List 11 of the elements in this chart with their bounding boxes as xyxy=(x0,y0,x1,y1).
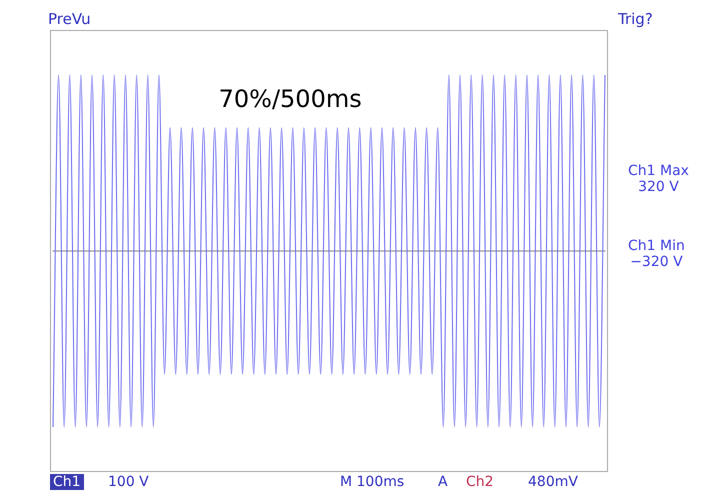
text: Ch2 xyxy=(466,474,494,490)
text: 100 V xyxy=(108,474,149,490)
text: PreVu xyxy=(48,10,91,28)
text: Ch1 xyxy=(50,474,84,490)
text: Ch1 Min −320 V xyxy=(628,238,685,270)
text: Trig? xyxy=(618,10,653,28)
text: Ch1 Max 320 V xyxy=(628,163,689,195)
text: A xyxy=(438,474,448,490)
text: 480mV xyxy=(528,474,578,490)
annotation: 70%/500ms xyxy=(218,85,362,114)
text: M 100ms xyxy=(340,474,404,490)
